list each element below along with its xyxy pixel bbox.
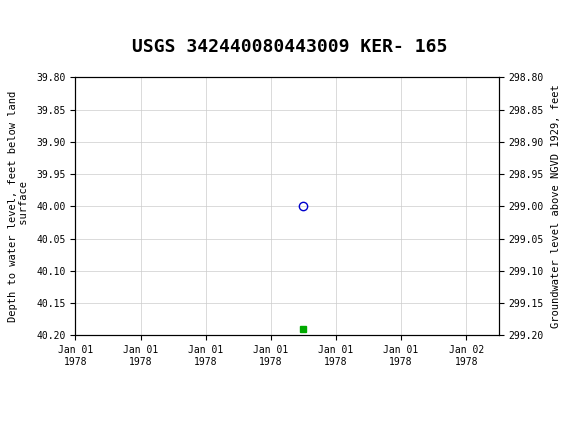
Text: ≡USGS: ≡USGS [3,12,79,31]
Y-axis label: Groundwater level above NGVD 1929, feet: Groundwater level above NGVD 1929, feet [551,85,561,328]
Text: ≡: ≡ [3,12,21,31]
Y-axis label: Depth to water level, feet below land
 surface: Depth to water level, feet below land su… [8,91,30,322]
Text: USGS 342440080443009 KER- 165: USGS 342440080443009 KER- 165 [132,38,448,56]
